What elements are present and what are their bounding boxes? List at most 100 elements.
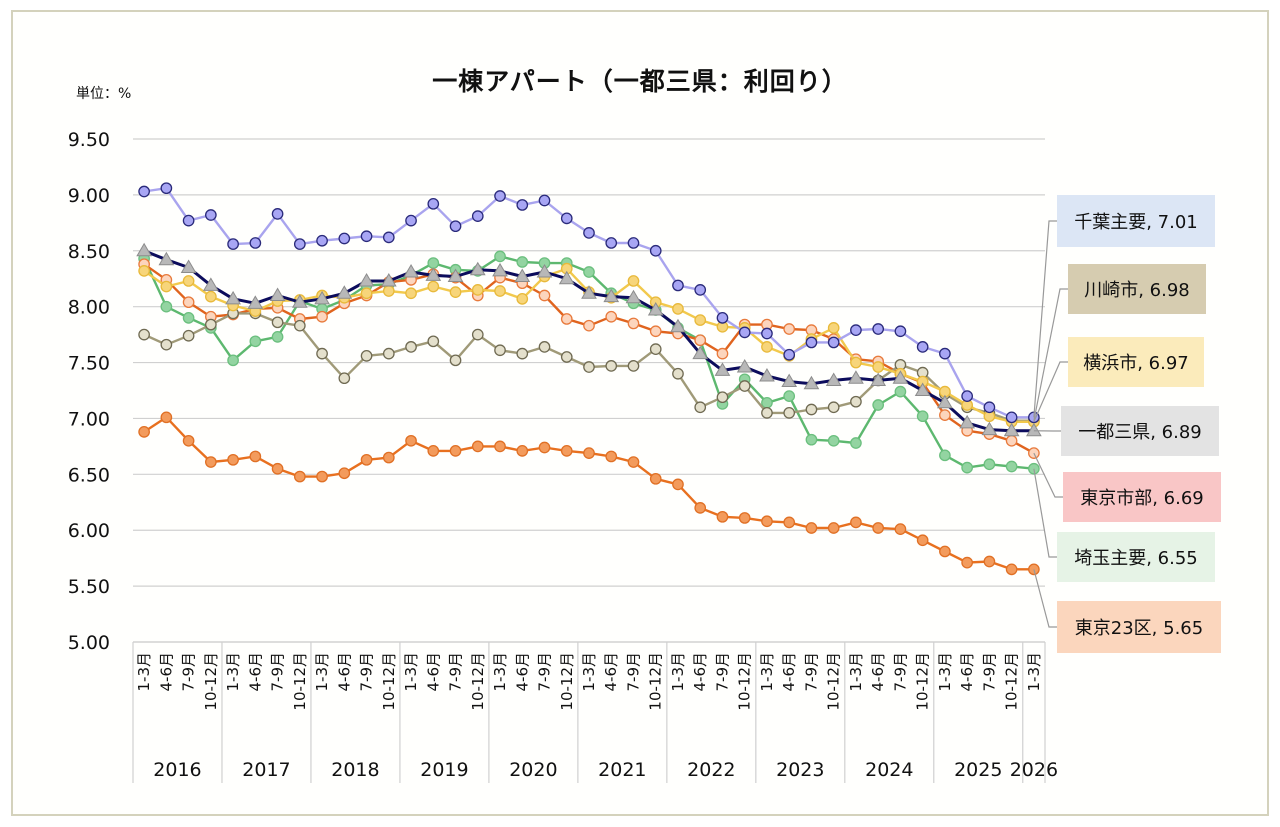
- label-box: [1057, 601, 1221, 653]
- data-point: [358, 272, 375, 287]
- data-point: [427, 197, 440, 210]
- data-point: [914, 382, 931, 396]
- end-label-text: 千葉主要, 7.01: [1074, 212, 1198, 233]
- y-tick-label: 9.50: [68, 129, 110, 151]
- year-label: 2020: [509, 759, 557, 781]
- x-tick-label: 10-12月: [825, 652, 843, 711]
- data-point: [805, 336, 818, 349]
- data-point: [827, 336, 840, 349]
- data-point: [403, 264, 419, 278]
- data-point: [180, 259, 197, 274]
- x-tick-label: 10-12月: [291, 652, 309, 711]
- data-point: [182, 214, 195, 227]
- x-tick-label: 10-12月: [558, 652, 576, 711]
- end-label-text: 東京市部, 6.69: [1080, 488, 1204, 509]
- data-point: [694, 502, 707, 514]
- data-point: [427, 280, 440, 293]
- data-point: [469, 261, 486, 276]
- data-point: [961, 556, 973, 569]
- leader-line: [1033, 569, 1057, 628]
- data-point: [138, 426, 150, 438]
- data-point: [560, 445, 573, 457]
- end-label-text: 埼玉主要, 6.55: [1074, 548, 1198, 569]
- data-point: [759, 367, 775, 382]
- x-tick-label: 1-3月: [847, 652, 865, 692]
- data-point: [494, 250, 506, 263]
- data-point: [449, 286, 462, 298]
- data-point: [314, 290, 330, 305]
- x-tick-label: 1-3月: [224, 652, 242, 692]
- x-tick-label: 10-12月: [380, 652, 398, 711]
- year-label: 2016: [153, 759, 201, 781]
- y-tick-label: 6.50: [68, 464, 110, 486]
- data-point: [560, 351, 573, 363]
- year-label: 2026: [1010, 759, 1058, 781]
- x-tick-label: 4-6月: [424, 652, 442, 692]
- x-tick-label: 4-6月: [246, 652, 264, 692]
- data-point: [738, 380, 751, 392]
- data-point: [672, 478, 684, 491]
- x-tick-label: 1-3月: [669, 652, 687, 692]
- x-tick-label: 7-9月: [624, 652, 642, 692]
- data-point: [583, 319, 595, 332]
- data-point: [983, 401, 996, 414]
- data-point: [716, 311, 729, 324]
- data-point: [360, 349, 373, 362]
- data-point: [225, 290, 241, 305]
- x-tick-label: 1-3月: [758, 652, 776, 692]
- data-point: [360, 453, 373, 466]
- data-point: [471, 328, 484, 341]
- leader-line: [1033, 220, 1057, 418]
- data-point: [783, 348, 796, 361]
- leader-line: [1033, 361, 1068, 423]
- data-point: [583, 227, 595, 239]
- x-tick-label: 4-6月: [780, 652, 798, 692]
- data-point: [1005, 434, 1018, 447]
- data-point: [870, 372, 887, 386]
- x-tick-label: 4-6月: [691, 652, 709, 692]
- year-label: 2025: [954, 759, 1002, 781]
- data-point: [848, 370, 864, 384]
- data-point: [227, 238, 239, 250]
- year-label: 2018: [331, 759, 379, 781]
- data-point: [291, 294, 308, 308]
- data-point: [761, 407, 773, 419]
- x-tick-label: 1-3月: [313, 652, 331, 692]
- data-point: [894, 385, 907, 398]
- end-label-text: 川崎市, 6.98: [1084, 280, 1190, 301]
- x-tick-label: 10-12月: [914, 652, 932, 711]
- end-label-1: 千葉主要, 7.01: [1033, 195, 1215, 418]
- data-point: [494, 440, 506, 453]
- data-point: [380, 272, 397, 287]
- data-point: [382, 347, 395, 360]
- data-point: [538, 441, 551, 454]
- data-point: [850, 516, 862, 529]
- x-tick-label: 10-12月: [202, 652, 220, 711]
- data-point: [1005, 563, 1018, 576]
- data-point: [761, 396, 773, 409]
- y-tick-label: 8.50: [68, 241, 110, 263]
- data-point: [516, 199, 529, 211]
- end-label-text: 一都三県, 6.89: [1078, 422, 1202, 443]
- data-point: [425, 267, 442, 281]
- data-point: [316, 234, 328, 247]
- data-point: [492, 262, 508, 277]
- x-tick-label: 7-9月: [713, 652, 731, 692]
- gridlines: [133, 138, 1045, 643]
- data-point: [427, 445, 440, 457]
- data-point: [449, 445, 462, 457]
- data-point: [694, 314, 707, 326]
- data-point: [382, 285, 395, 297]
- data-point: [872, 399, 885, 411]
- y-tick-label: 5.00: [68, 632, 110, 654]
- series-7: [138, 411, 1040, 576]
- data-point: [939, 347, 951, 360]
- data-point: [872, 522, 885, 534]
- data-point: [271, 208, 284, 220]
- data-point: [494, 190, 506, 202]
- data-point: [360, 287, 373, 300]
- chart-title: 一棟アパート（一都三県：利回り）: [432, 67, 848, 96]
- data-point: [447, 268, 464, 282]
- x-tick-label: 10-12月: [736, 652, 754, 711]
- data-point: [850, 437, 862, 449]
